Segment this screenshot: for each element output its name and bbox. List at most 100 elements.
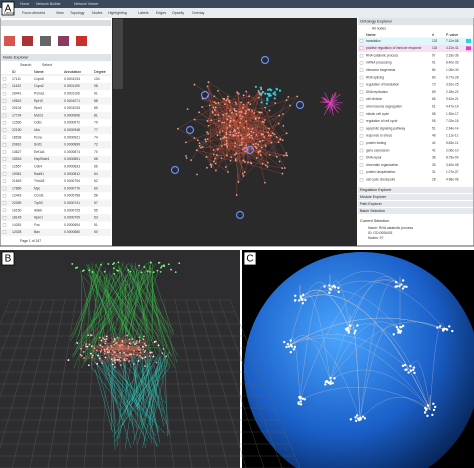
tool-button[interactable] bbox=[22, 36, 33, 46]
row-checkbox[interactable] bbox=[359, 178, 364, 182]
cell: Mcm2 bbox=[34, 113, 43, 117]
network-node bbox=[221, 130, 224, 132]
cell: 19361 bbox=[12, 172, 22, 176]
panel-label-box bbox=[1, 251, 15, 266]
cluster-node bbox=[268, 92, 271, 96]
network-node bbox=[237, 127, 239, 129]
row-checkbox[interactable] bbox=[359, 39, 364, 43]
floor-grid bbox=[0, 299, 22, 357]
layer-edge bbox=[104, 360, 131, 448]
network-edge bbox=[99, 350, 131, 361]
row-checkbox[interactable] bbox=[2, 106, 7, 110]
cell: translation bbox=[366, 39, 381, 43]
toolbar bbox=[0, 8, 474, 18]
row-checkbox[interactable] bbox=[2, 223, 7, 227]
row-checkbox[interactable] bbox=[359, 83, 364, 87]
layer-edge bbox=[70, 275, 101, 342]
cell: 12443 bbox=[12, 194, 22, 198]
row-checkbox[interactable] bbox=[2, 113, 7, 118]
network-node bbox=[227, 171, 229, 173]
panel-label-box bbox=[243, 251, 257, 266]
row-checkbox[interactable] bbox=[2, 230, 7, 234]
row-checkbox[interactable] bbox=[2, 157, 7, 161]
row-checkbox[interactable] bbox=[359, 90, 364, 94]
row-checkbox[interactable] bbox=[359, 97, 364, 102]
network-node bbox=[247, 127, 250, 130]
cell: 68 bbox=[94, 157, 98, 161]
top-node bbox=[152, 271, 155, 274]
row-checkbox[interactable] bbox=[359, 141, 364, 145]
row-stripe bbox=[1, 184, 111, 193]
network-node bbox=[219, 137, 222, 140]
cell: 0.0000694 bbox=[64, 223, 80, 227]
row-checkbox[interactable] bbox=[2, 77, 7, 81]
row-checkbox[interactable] bbox=[2, 150, 7, 154]
network-node bbox=[263, 119, 266, 121]
tool-button[interactable] bbox=[40, 36, 51, 46]
row-checkbox[interactable] bbox=[2, 99, 7, 103]
network-node bbox=[223, 103, 226, 106]
row-checkbox[interactable] bbox=[2, 194, 7, 198]
highlight-node bbox=[200, 90, 210, 100]
row-checkbox[interactable] bbox=[2, 179, 7, 183]
row-checkbox[interactable] bbox=[359, 156, 364, 160]
cell: 0.0000776 bbox=[64, 186, 80, 190]
network-edge bbox=[214, 96, 235, 110]
row-checkbox[interactable] bbox=[359, 170, 364, 175]
row-checkbox[interactable] bbox=[359, 53, 364, 58]
row-checkbox[interactable] bbox=[359, 148, 364, 153]
cluster-node bbox=[254, 85, 257, 88]
tab: Select bbox=[42, 63, 52, 67]
network-edge bbox=[221, 122, 245, 173]
network-node bbox=[103, 338, 106, 341]
network-node bbox=[268, 127, 270, 130]
sphere-node bbox=[401, 287, 405, 290]
row-checkbox[interactable] bbox=[359, 46, 364, 50]
network-node bbox=[263, 136, 266, 139]
network-node bbox=[278, 114, 281, 117]
cell: 98 bbox=[94, 84, 98, 88]
tool-button[interactable] bbox=[58, 36, 69, 46]
row-checkbox[interactable] bbox=[2, 143, 7, 147]
network-node bbox=[287, 96, 290, 98]
cell: 44 bbox=[432, 141, 436, 145]
row-checkbox[interactable] bbox=[359, 68, 364, 72]
row-checkbox[interactable] bbox=[359, 75, 364, 80]
network-edge bbox=[135, 343, 153, 351]
network-node bbox=[255, 134, 258, 136]
network-node bbox=[275, 136, 278, 138]
row-checkbox[interactable] bbox=[359, 119, 364, 123]
row-checkbox[interactable] bbox=[2, 128, 7, 132]
row-checkbox[interactable] bbox=[359, 105, 364, 109]
row-checkbox[interactable] bbox=[2, 91, 7, 96]
network-node bbox=[161, 352, 164, 355]
row-checkbox[interactable] bbox=[2, 186, 7, 191]
tool-button[interactable] bbox=[76, 36, 87, 46]
row-checkbox[interactable] bbox=[2, 121, 7, 125]
top-node bbox=[170, 268, 172, 271]
row-checkbox[interactable] bbox=[359, 61, 364, 65]
row-checkbox[interactable] bbox=[359, 134, 364, 138]
network-node bbox=[244, 150, 247, 153]
network-node bbox=[119, 364, 122, 367]
network-node bbox=[210, 119, 213, 122]
row-checkbox[interactable] bbox=[359, 112, 364, 116]
sphere-node bbox=[297, 402, 300, 406]
row-checkbox[interactable] bbox=[2, 208, 7, 213]
row-checkbox[interactable] bbox=[2, 216, 7, 220]
row-stripe bbox=[1, 199, 111, 207]
row-checkbox[interactable] bbox=[2, 135, 7, 140]
row-checkbox[interactable] bbox=[2, 172, 7, 176]
layer-edge bbox=[78, 263, 97, 336]
layer-edge bbox=[133, 369, 144, 412]
network-node bbox=[217, 113, 220, 116]
network-node bbox=[144, 356, 147, 359]
row-checkbox[interactable] bbox=[359, 126, 364, 131]
row-checkbox[interactable] bbox=[359, 163, 364, 167]
row-checkbox[interactable] bbox=[2, 201, 7, 205]
tool-button[interactable] bbox=[4, 36, 15, 46]
cell: 12567 bbox=[12, 164, 22, 168]
row-checkbox[interactable] bbox=[2, 84, 7, 88]
network-node bbox=[285, 132, 288, 135]
row-checkbox[interactable] bbox=[2, 164, 7, 169]
